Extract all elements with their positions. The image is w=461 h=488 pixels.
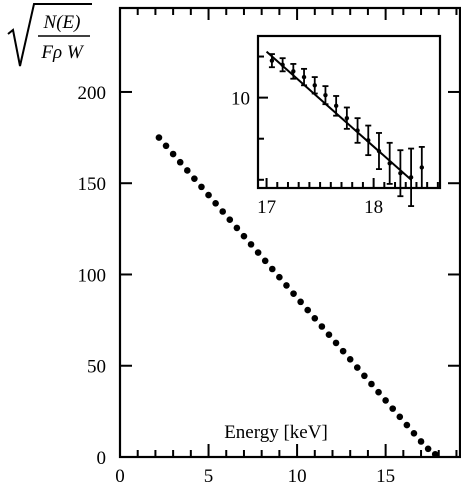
data-point bbox=[198, 183, 205, 191]
inset-data-point bbox=[419, 165, 424, 170]
inset-ticks bbox=[258, 55, 439, 188]
data-point bbox=[382, 397, 389, 404]
data-point bbox=[183, 167, 191, 174]
x-tick-label: 0 bbox=[115, 466, 125, 487]
y-axis-label: N(E) Fρ W bbox=[7, 3, 92, 67]
x-axis-label: Energy [keV] bbox=[224, 422, 328, 443]
data-point bbox=[431, 450, 439, 458]
data-point bbox=[332, 339, 340, 347]
x-tick-label: 15 bbox=[376, 466, 395, 487]
data-point bbox=[410, 429, 418, 437]
data-point bbox=[268, 265, 276, 273]
y-tick-label: 150 bbox=[78, 174, 107, 195]
inset-data-point bbox=[301, 74, 307, 80]
data-point bbox=[297, 298, 304, 306]
data-point bbox=[353, 364, 361, 371]
inset-data-point bbox=[344, 115, 350, 121]
data-point bbox=[226, 216, 234, 224]
data-point bbox=[339, 347, 347, 355]
data-point bbox=[389, 405, 397, 412]
data-point bbox=[311, 314, 319, 322]
data-point bbox=[417, 438, 425, 445]
inset-data-point bbox=[333, 103, 339, 109]
sqrt-radical-sign bbox=[7, 3, 92, 67]
data-point bbox=[176, 158, 184, 166]
data-point bbox=[375, 388, 382, 396]
inset-data-point bbox=[408, 175, 414, 180]
inset-x-tick-label: 18 bbox=[364, 197, 383, 218]
inset-data-point bbox=[280, 62, 285, 67]
data-point bbox=[346, 356, 354, 363]
inset-data-points bbox=[268, 53, 425, 207]
x-tick-label: 5 bbox=[204, 466, 214, 487]
data-point bbox=[240, 232, 248, 240]
data-point bbox=[219, 208, 227, 215]
inset-data-point bbox=[398, 171, 403, 176]
data-point bbox=[283, 282, 290, 289]
main-ticks bbox=[119, 8, 460, 458]
inset-y-tick-label: 10 bbox=[231, 89, 250, 110]
data-point bbox=[396, 413, 404, 421]
data-point bbox=[325, 331, 333, 339]
x-tick-label: 10 bbox=[288, 466, 307, 487]
inset-tick-labels: 17 18 10 bbox=[231, 89, 383, 218]
inset-data-point bbox=[376, 148, 382, 154]
data-point bbox=[212, 199, 219, 207]
inset-data-point bbox=[355, 128, 360, 133]
data-point bbox=[403, 421, 411, 429]
inset-data-point bbox=[366, 138, 371, 143]
inset-x-tick-label: 17 bbox=[257, 197, 276, 218]
data-point bbox=[191, 175, 198, 182]
data-point bbox=[155, 134, 163, 141]
y-tick-label: 50 bbox=[87, 357, 106, 378]
data-point bbox=[162, 142, 170, 150]
inset-plot-frame bbox=[256, 34, 442, 190]
y-tick-label: 0 bbox=[97, 448, 107, 469]
data-point bbox=[169, 150, 177, 158]
data-point bbox=[368, 380, 375, 388]
y-tick-label: 100 bbox=[78, 265, 107, 286]
data-point bbox=[261, 257, 269, 265]
data-point bbox=[276, 273, 283, 281]
main-data-points bbox=[155, 134, 439, 458]
data-point bbox=[361, 372, 368, 380]
y-label-denominator: Fρ W bbox=[40, 42, 84, 63]
inset-data-point bbox=[291, 69, 296, 74]
main-plot-frame bbox=[118, 6, 461, 459]
inset-data-point bbox=[312, 83, 317, 88]
data-point bbox=[318, 323, 326, 330]
y-tick-label: 200 bbox=[78, 83, 107, 104]
data-point bbox=[205, 191, 212, 199]
data-point bbox=[424, 445, 432, 453]
data-point bbox=[233, 224, 241, 232]
data-point bbox=[254, 249, 262, 256]
inset-data-point bbox=[387, 161, 392, 166]
data-point bbox=[247, 241, 255, 248]
data-point bbox=[304, 306, 312, 314]
y-label-numerator: N(E) bbox=[43, 12, 81, 33]
inset-data-point bbox=[269, 58, 275, 63]
data-point bbox=[290, 290, 297, 297]
inset-data-point bbox=[323, 92, 328, 98]
inset-chart: 17 18 10 bbox=[231, 34, 442, 218]
